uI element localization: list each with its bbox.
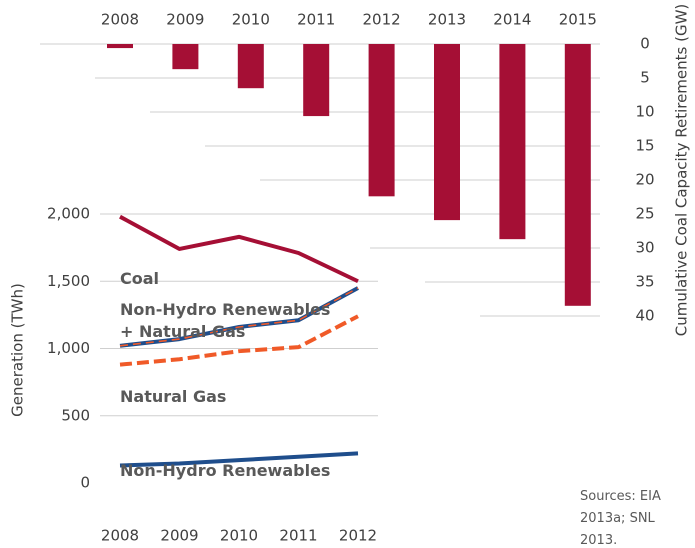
x-tick-label: 2015 [559, 11, 597, 29]
x-tick-label: 2014 [493, 11, 531, 29]
y2-axis-title: Cumulative Coal Capacity Retirements (GW… [673, 4, 691, 337]
line [119, 314, 359, 367]
y-tick-label: 1,000 [47, 339, 90, 357]
y2-tick-label: 20 [635, 171, 654, 189]
bar [499, 44, 526, 240]
x-tick-label: 2012 [339, 527, 377, 545]
y-tick-label: 500 [61, 406, 90, 424]
x-tick-label: 2009 [166, 11, 204, 29]
y2-tick-label: 35 [635, 273, 654, 291]
bar [107, 44, 133, 49]
line [119, 451, 359, 468]
y-tick-label: 1,500 [47, 272, 90, 290]
y-tick-label: 0 [80, 474, 90, 492]
line-dash-overlay [119, 287, 359, 347]
x-tick-label: 2011 [279, 527, 317, 545]
y-axis-title: Generation (TWh) [9, 283, 27, 417]
series-label: Natural Gas [120, 387, 227, 406]
y-tick-label: 2,000 [47, 205, 90, 223]
x-tick-label: 2011 [297, 11, 335, 29]
x-tick-label: 2010 [232, 11, 270, 29]
y2-tick-label: 0 [640, 35, 650, 53]
x-tick-label: 2008 [101, 11, 139, 29]
y2-tick-label: 40 [635, 307, 654, 325]
y2-tick-label: 30 [635, 239, 654, 257]
source-note: Sources: EIA 2013a; SNL 2013. [580, 489, 661, 548]
y2-tick-label: 5 [640, 69, 650, 87]
x-tick-label: 2010 [220, 527, 258, 545]
series-label: Coal [120, 269, 160, 288]
x-tick-label: 2008 [101, 527, 139, 545]
x-tick-label: 2013 [428, 11, 466, 29]
y2-tick-label: 25 [635, 205, 654, 223]
bar [303, 44, 330, 117]
series-label: Non-Hydro Renewables + Natural Gas [120, 300, 331, 341]
x-tick-label: 2009 [160, 527, 198, 545]
bar [564, 44, 591, 306]
x-tick-label: 2012 [363, 11, 401, 29]
line [119, 214, 359, 284]
y2-tick-label: 10 [635, 103, 654, 121]
series-label: Non-Hydro Renewables [120, 461, 331, 480]
bar [237, 44, 264, 89]
bar [368, 44, 395, 197]
bar [172, 44, 199, 70]
bar [434, 44, 460, 221]
y2-tick-label: 15 [635, 137, 654, 155]
